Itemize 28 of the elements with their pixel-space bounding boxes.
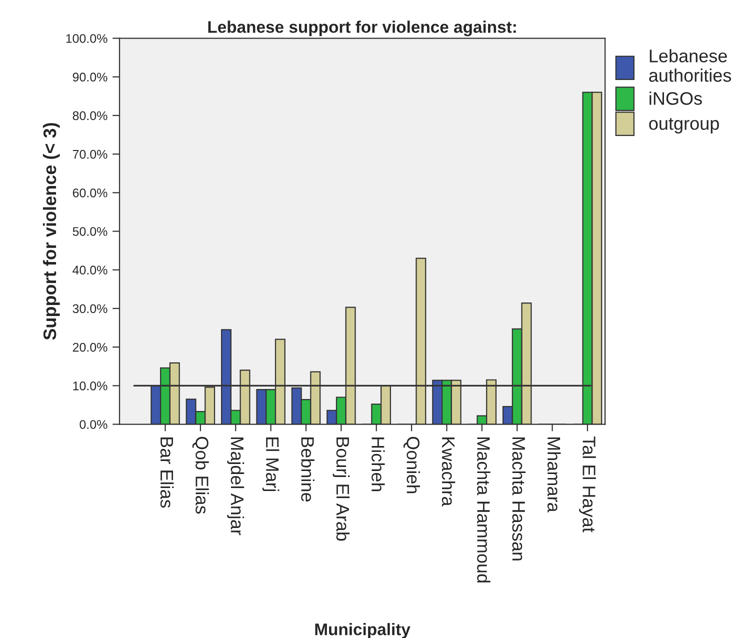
x-tick-label: Majdel Anjar [227, 438, 244, 536]
y-tick-label: 50.0% [72, 227, 108, 236]
y-axis-title: Support for violence (< 3) [42, 123, 60, 340]
x-tick-label: Bourj El Arab [332, 438, 350, 541]
y-tick-label: 60.0% [72, 188, 108, 198]
x-tick-label: Machta Hammoud [477, 438, 490, 582]
y-tick-label: 80.0% [72, 111, 108, 120]
legend-label: iNGOs [650, 92, 702, 105]
y-tick-label: 100.0% [66, 34, 108, 43]
chart-title: Lebanese support for violence against: [208, 20, 516, 36]
x-tick-label: Bar Elias [160, 438, 174, 508]
y-tick-label: 70.0% [72, 150, 108, 159]
y-tick-label: 0.0% [80, 420, 108, 429]
x-tick-label: El Marj [262, 438, 280, 492]
legend-label: outgroup [649, 118, 719, 134]
x-tick-label: Bebnine [301, 438, 314, 502]
x-tick-label: Qonieh [403, 436, 420, 494]
x-tick-label: Machta Hassan [512, 438, 526, 560]
x-tick-label: Kwachra [442, 438, 456, 506]
x-tick-label: Mhamara [547, 438, 561, 512]
y-tick-label: 10.0% [73, 381, 108, 390]
y-tick-label: 90.0% [72, 72, 108, 82]
x-tick-label: Qob Elias [192, 436, 209, 514]
x-tick-label: Hicheh [372, 438, 385, 492]
y-tick-label: 40.0% [72, 266, 108, 275]
y-tick-label: 30.0% [72, 304, 108, 314]
x-tick-label: Tal El Hayat [579, 436, 596, 532]
y-tick-label: 20.0% [72, 342, 108, 352]
